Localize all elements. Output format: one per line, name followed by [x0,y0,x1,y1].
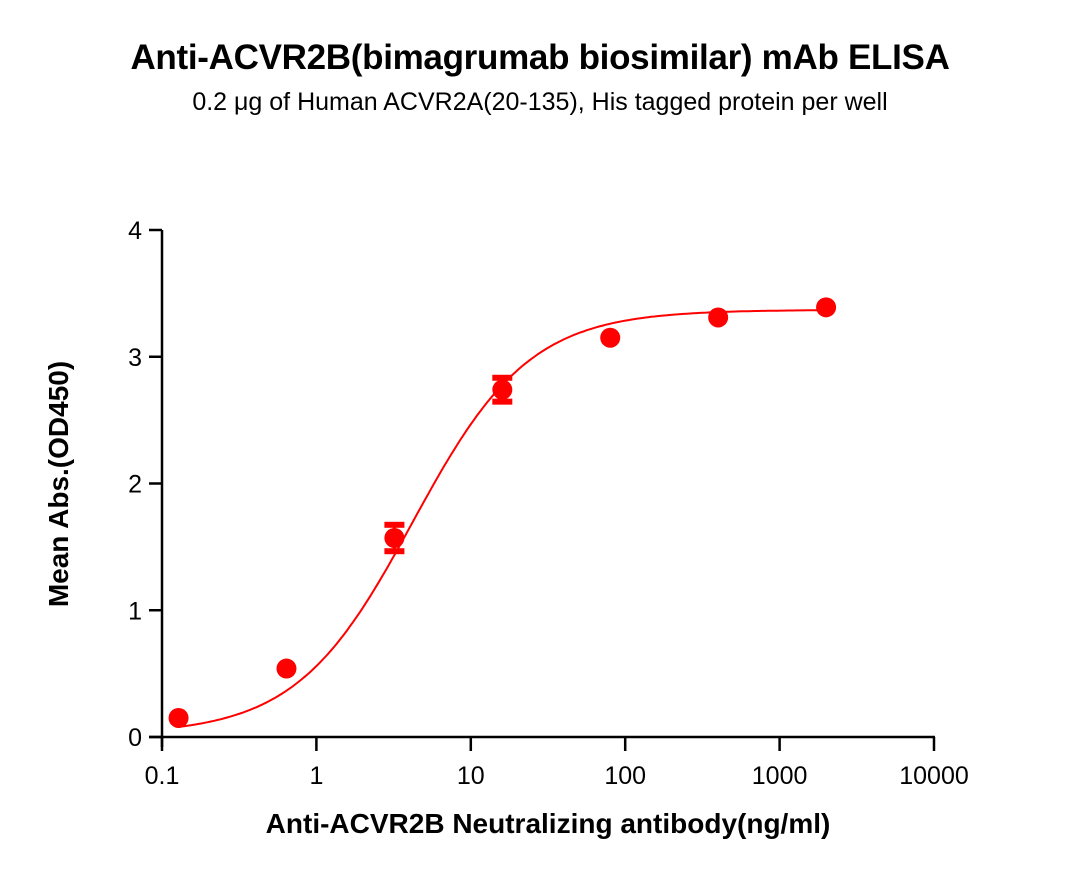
x-tick-label: 1 [309,762,323,790]
x-tick-label: 100 [604,762,646,790]
data-point [276,658,297,679]
fit-curve [178,309,827,728]
data-point [708,307,729,328]
data-point [816,297,837,318]
y-tick-label: 2 [128,471,142,499]
x-tick-label: 10000 [899,762,969,790]
x-tick-label: 10 [457,762,485,790]
error-bar-cap [492,374,513,381]
y-axis-label: Mean Abs.(OD450) [43,360,74,608]
error-bar-cap [492,398,513,405]
data-point [492,379,513,400]
chart-subtitle: 0.2 μg of Human ACVR2A(20-135), His tagg… [192,88,888,116]
data-point [600,327,621,348]
y-tick-label: 1 [128,597,142,625]
y-tick-label: 4 [128,217,142,245]
x-axis-label: Anti-ACVR2B Neutralizing antibody(ng/ml) [265,808,831,839]
error-bar-cap [384,521,405,528]
data-point [384,528,405,549]
x-tick-label: 1000 [752,762,808,790]
chart-title: Anti-ACVR2B(bimagrumab biosimilar) mAb E… [130,38,950,77]
error-bar-cap [384,548,405,555]
y-tick-label: 3 [128,344,142,372]
y-tick-label: 0 [128,724,142,752]
x-tick-label: 0.1 [145,762,180,790]
data-point [168,707,189,728]
